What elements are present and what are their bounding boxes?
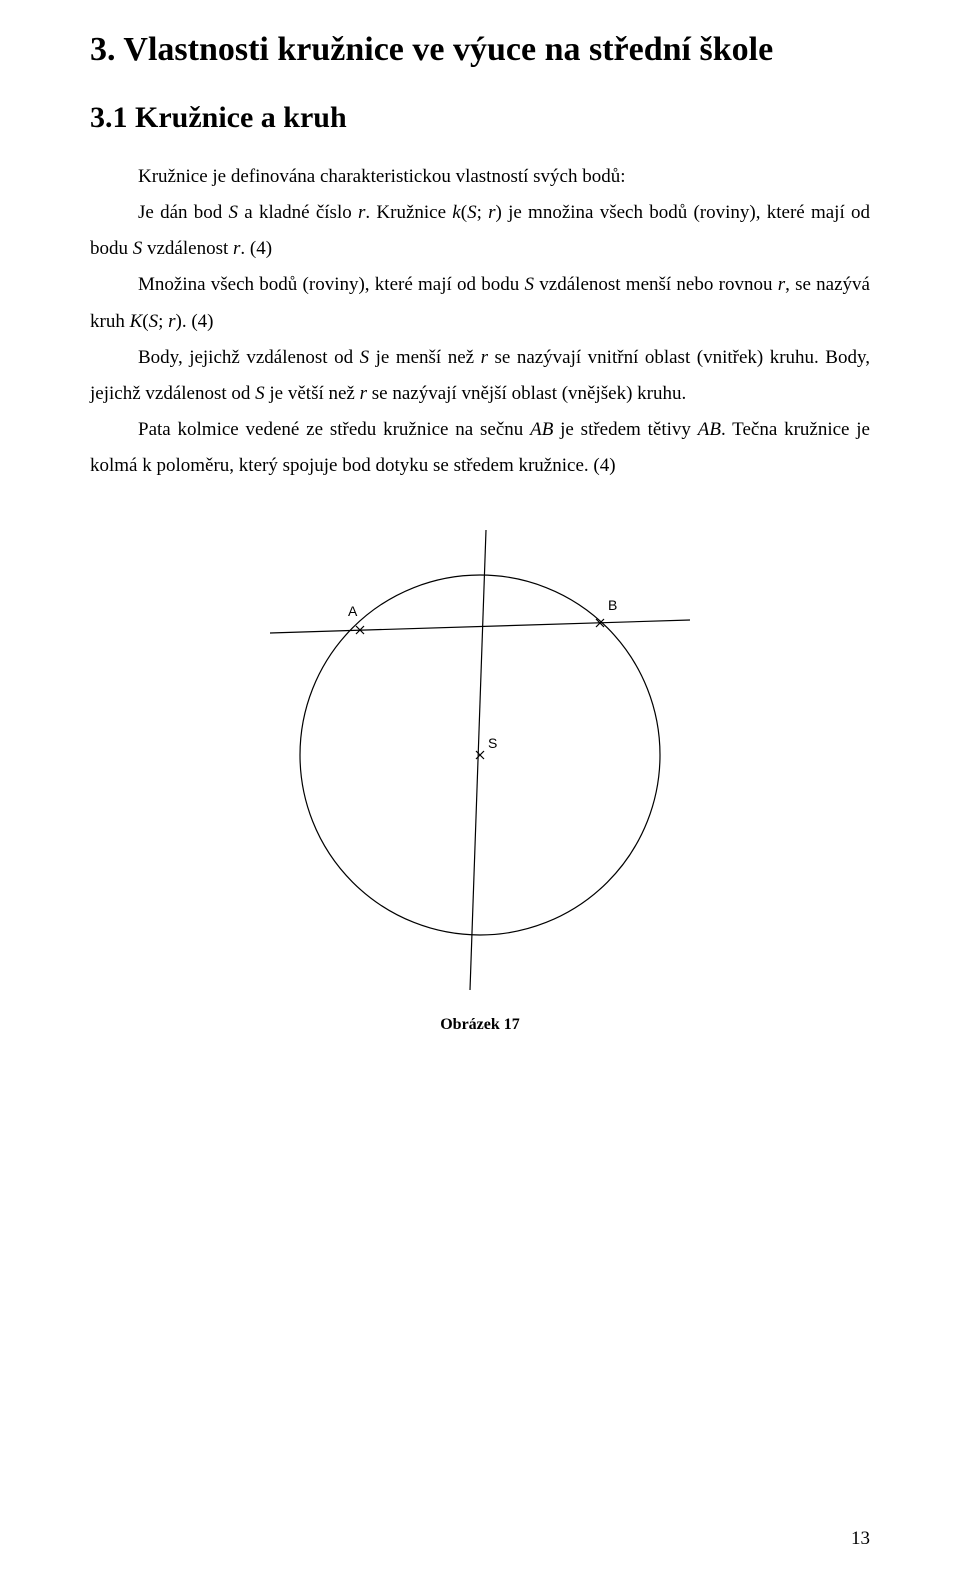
math-var: S bbox=[149, 311, 159, 332]
text: vzdálenost bbox=[142, 238, 233, 259]
text: Kružnice je definována charakteristickou… bbox=[138, 166, 626, 187]
svg-text:B: B bbox=[608, 597, 617, 613]
math-var: r bbox=[488, 202, 495, 223]
math-var: S bbox=[360, 347, 370, 368]
text: ; bbox=[158, 311, 168, 332]
math-var: r bbox=[360, 383, 367, 404]
math-var: S bbox=[229, 202, 239, 223]
svg-text:S: S bbox=[488, 735, 497, 751]
text: Pata kolmice vedené ze středu kružnice n… bbox=[138, 419, 530, 440]
math-var: S bbox=[255, 383, 265, 404]
math-var: S bbox=[525, 274, 535, 295]
math-var: AB bbox=[698, 419, 721, 440]
page: 3. Vlastnosti kružnice ve výuce na střed… bbox=[0, 0, 960, 1590]
text: je menší než bbox=[369, 347, 480, 368]
text: . (4) bbox=[240, 238, 272, 259]
math-var: K bbox=[130, 311, 143, 332]
text: vzdálenost menší nebo rovnou bbox=[534, 274, 778, 295]
math-var: r bbox=[481, 347, 488, 368]
paragraph-2: Je dán bod S a kladné číslo r. Kružnice … bbox=[90, 195, 870, 267]
heading-2: 3.1 Kružnice a kruh bbox=[90, 98, 870, 137]
page-number: 13 bbox=[851, 1528, 870, 1550]
text: . Kružnice bbox=[365, 202, 452, 223]
text: . (4) bbox=[182, 311, 214, 332]
math-var: r bbox=[778, 274, 785, 295]
paragraph-5: Pata kolmice vedené ze středu kružnice n… bbox=[90, 412, 870, 484]
math-var: S bbox=[467, 202, 477, 223]
figure-17: A B S Obrázek 17 bbox=[90, 530, 870, 1034]
text: Je dán bod bbox=[138, 202, 229, 223]
text: a kladné číslo bbox=[238, 202, 358, 223]
text: Množina všech bodů (roviny), které mají … bbox=[138, 274, 525, 295]
math-var: AB bbox=[530, 419, 553, 440]
paragraph-4: Body, jejichž vzdálenost od S je menší n… bbox=[90, 340, 870, 412]
heading-1: 3. Vlastnosti kružnice ve výuce na střed… bbox=[90, 28, 870, 72]
svg-text:A: A bbox=[348, 603, 358, 619]
math-var: S bbox=[133, 238, 143, 259]
paragraph-1: Kružnice je definována charakteristickou… bbox=[90, 159, 870, 195]
text: ; bbox=[477, 202, 489, 223]
text: Body, jejichž vzdálenost od bbox=[138, 347, 360, 368]
text: je středem tětivy bbox=[553, 419, 697, 440]
circle-diagram: A B S bbox=[270, 530, 690, 990]
math-var: k bbox=[452, 202, 460, 223]
math-var: r bbox=[168, 311, 175, 332]
text: se nazývají vnější oblast (vnějšek) kruh… bbox=[367, 383, 686, 404]
text: je větší než bbox=[265, 383, 360, 404]
figure-caption: Obrázek 17 bbox=[440, 1016, 520, 1034]
paragraph-3: Množina všech bodů (roviny), které mají … bbox=[90, 267, 870, 339]
